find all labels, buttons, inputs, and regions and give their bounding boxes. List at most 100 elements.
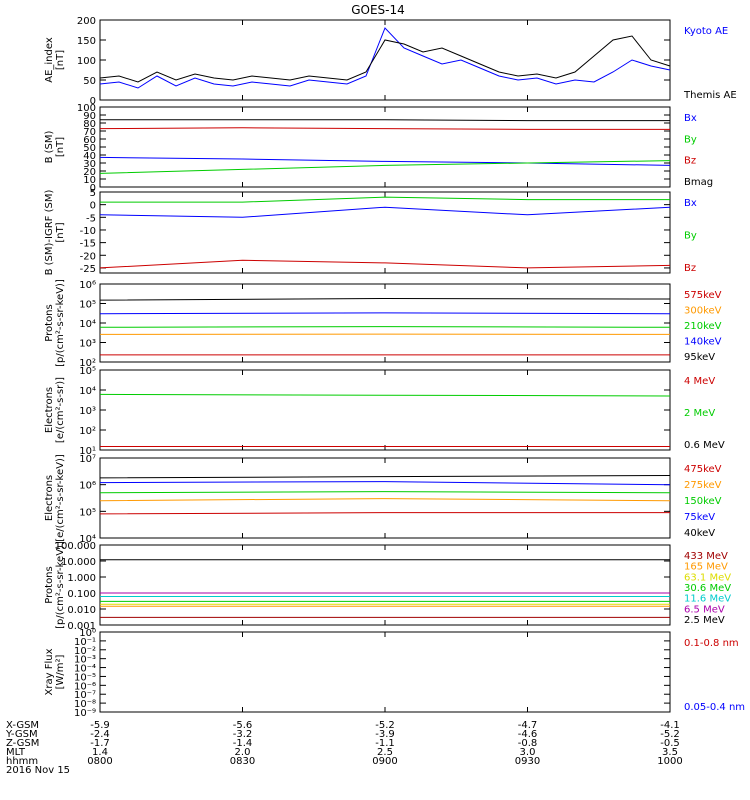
legend-entry: 210keV <box>684 321 722 332</box>
legend-entry: 6.5 MeV <box>684 604 725 615</box>
x-row-value: -3.9 <box>375 729 395 740</box>
panel-frame <box>99 544 671 626</box>
series-line-75kev <box>99 481 671 486</box>
panel-frame <box>99 369 671 451</box>
y-tick-label: 10⁵ <box>79 300 96 311</box>
series-line-95kev <box>99 297 671 301</box>
legend-entry: 475keV <box>684 464 722 475</box>
y-tick-label: -5 <box>86 213 96 224</box>
y-tick-label: 150 <box>77 36 96 47</box>
panel-7: 0.001 0.010 0.100 1.000 10.000 100.000 Protons… <box>44 541 731 632</box>
x-row-value: -0.5 <box>660 738 680 749</box>
y-axis-unit: [p/(cm²-s-sr-keV)] <box>55 279 66 367</box>
panel-6: 10⁴ 10⁵ 10⁶ 10⁷ Electrons [e/(cm²-s-sr-keV)] 4… <box>44 454 722 545</box>
series-line-bz <box>99 259 671 269</box>
panel-frame <box>99 283 671 363</box>
y-tick-label: 10⁴ <box>79 319 96 330</box>
x-row-value: -5.6 <box>233 720 253 731</box>
legend-entry: Bx <box>684 113 697 124</box>
series-line-210kev <box>99 326 671 328</box>
x-row-label: hhmm <box>6 756 38 767</box>
y-tick-label: 0 <box>90 183 96 194</box>
x-row-value: 1.4 <box>92 747 108 758</box>
y-tick-label: 10⁶ <box>79 481 96 492</box>
y-tick-label: 20 <box>83 167 96 178</box>
y-tick-label: 10⁴ <box>79 386 96 397</box>
panel-1: 0 50 100 150 200 AE_index [nT] Kyoto AE Themis A… <box>44 16 737 107</box>
panel-frame <box>99 19 671 101</box>
series-line-bmag <box>100 119 670 122</box>
x-row-value: -4.6 <box>518 729 538 740</box>
y-axis-unit: [nT] <box>55 222 66 242</box>
series-line-150kev <box>99 491 671 494</box>
x-row-value: -0.8 <box>518 738 538 749</box>
legend-entry: Bx <box>684 198 697 209</box>
x-row-label: X-GSM <box>6 720 39 731</box>
y-tick-label: 70 <box>83 127 96 138</box>
y-axis-label: B (SM)-IGRF (SM) <box>44 190 55 276</box>
y-tick-label: 10⁻⁴ <box>74 664 96 675</box>
legend-entry: 433 MeV <box>684 551 728 562</box>
y-axis-unit: [nT] <box>55 50 66 70</box>
series-line-kyoto-ae <box>99 27 671 89</box>
legend-entry: 165 MeV <box>684 562 728 573</box>
x-row-value: -1.7 <box>90 738 110 749</box>
y-tick-label: 10⁵ <box>79 366 96 377</box>
legend-entry: Bmag <box>684 177 713 188</box>
legend-entry: 75keV <box>684 512 715 523</box>
x-row-value: -1.4 <box>233 738 253 749</box>
legend-entry: 140keV <box>684 337 722 348</box>
legend-entry: 2.5 MeV <box>684 615 725 626</box>
x-row-value: -4.7 <box>518 720 538 731</box>
y-axis-unit: [W/m²] <box>55 654 66 689</box>
y-tick-label: 30 <box>83 159 96 170</box>
y-tick-label: 0.010 <box>67 605 96 616</box>
y-axis-unit: [nT] <box>55 137 66 157</box>
legend-entry: 2 MeV <box>684 408 715 419</box>
y-tick-label: 0.100 <box>67 589 96 600</box>
y-tick-label: 10² <box>79 358 96 369</box>
y-tick-label: 10⁻⁷ <box>74 690 96 701</box>
y-tick-label: 40 <box>83 151 96 162</box>
series-line-bz <box>99 127 670 130</box>
legend-entry: By <box>684 231 697 242</box>
y-tick-label: 100 <box>77 56 96 67</box>
y-tick-label: 0 <box>90 96 96 107</box>
legend-entry: 0.6 MeV <box>684 440 725 451</box>
panel-frame <box>99 457 671 539</box>
legend-entry: 63.1 MeV <box>684 572 731 583</box>
y-axis-unit: [p/(cm²-s-sr-keV)] <box>55 541 66 629</box>
y-tick-label: 10⁻¹ <box>74 637 96 648</box>
y-axis-label: Protons <box>44 566 55 603</box>
x-row-value: -5.2 <box>660 729 680 740</box>
y-tick-label: 10⁶ <box>79 280 96 291</box>
legend-entry: Bz <box>684 263 696 274</box>
panel-frame <box>99 191 671 274</box>
y-tick-label: -20 <box>80 251 96 262</box>
y-tick-label: 0 <box>90 201 96 212</box>
x-row-value: 0800 <box>87 756 112 767</box>
y-tick-label: 10⁷ <box>79 454 96 465</box>
series-line-by <box>99 160 671 174</box>
series-line-by <box>100 196 670 203</box>
y-tick-label: 10.000 <box>61 557 96 568</box>
x-row-value: 2.0 <box>235 747 251 758</box>
legend-entry: 0.1-0.8 nm <box>684 638 739 649</box>
y-tick-label: 10¹ <box>79 446 96 457</box>
panel-frame <box>99 631 671 713</box>
y-tick-label: 0.001 <box>67 621 96 632</box>
y-tick-label: 10⁻⁸ <box>74 699 96 710</box>
y-tick-label: 10⁻² <box>74 646 96 657</box>
legend-entry: Kyoto AE <box>684 26 728 37</box>
legend-entry: 300keV <box>684 306 722 317</box>
y-axis-unit: [e/(cm²-s-sr-keV)] <box>55 454 66 542</box>
y-tick-label: 90 <box>83 111 96 122</box>
y-tick-label: 10³ <box>79 406 96 417</box>
y-axis-label: Electrons <box>44 475 55 521</box>
y-tick-label: 10⁻⁶ <box>74 681 96 692</box>
y-tick-label: 1.000 <box>67 573 96 584</box>
panel-5: 10¹ 10² 10³ 10⁴ 10⁵ Electrons [e/(cm²-s-sr)] 4 … <box>44 366 725 457</box>
y-tick-label: 200 <box>77 16 96 27</box>
y-axis-label: Electrons <box>44 387 55 433</box>
